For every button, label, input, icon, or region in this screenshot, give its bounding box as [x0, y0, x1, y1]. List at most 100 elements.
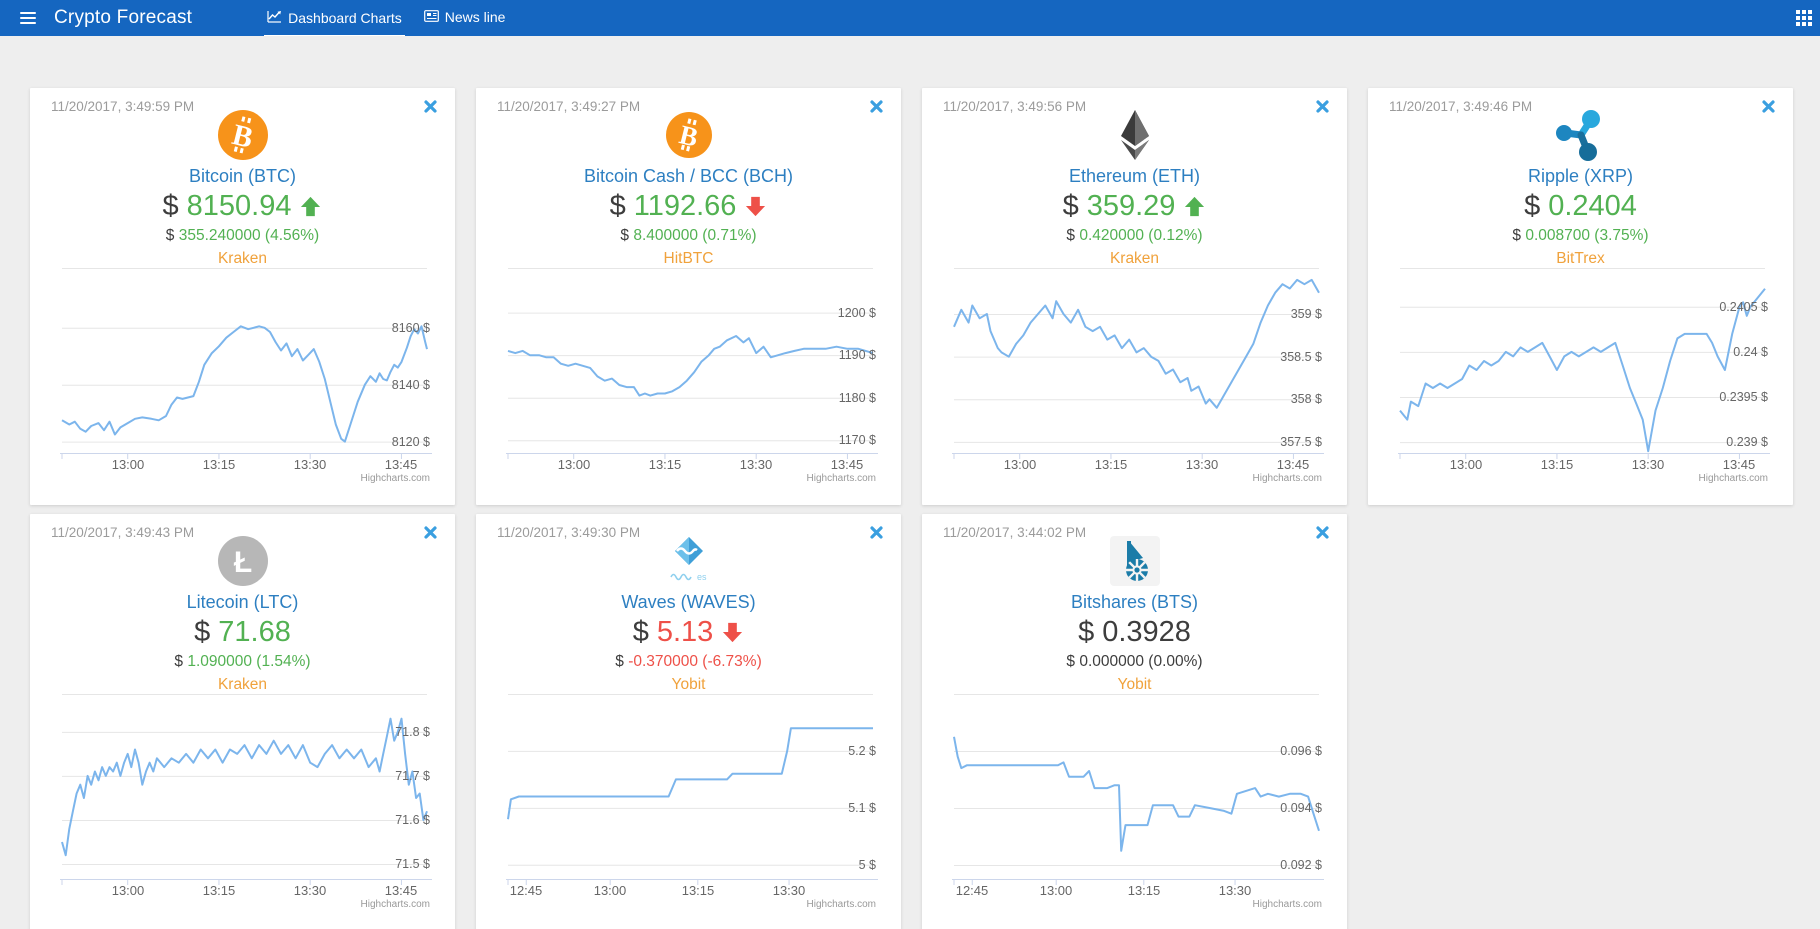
y-axis-label: 1200 $ — [837, 306, 876, 320]
close-card-button[interactable] — [423, 525, 438, 540]
ripple-icon — [1555, 109, 1607, 161]
y-axis-label: 0.2395 $ — [1719, 390, 1768, 404]
x-axis-label: 12:45 — [955, 883, 989, 898]
x-axis-label: 13:30 — [293, 883, 327, 898]
close-icon — [1316, 526, 1329, 539]
change-row: $ -0.370000 (-6.73%) — [476, 653, 901, 671]
card-btc: 11/20/2017, 3:49:59 PM B Bitcoin (BTC) $815… — [30, 88, 455, 505]
y-axis-label: 71.7 $ — [395, 769, 430, 783]
app-title: Crypto Forecast — [54, 7, 193, 28]
x-axis-label: 13:45 — [1722, 457, 1756, 472]
change-row: $ 0.008700 (3.75%) — [1368, 227, 1793, 245]
exchange-name: Yobit — [1117, 676, 1152, 693]
currency-symbol: $ — [632, 615, 649, 648]
price-row: $359.29 — [922, 189, 1347, 222]
hamburger-menu-icon[interactable] — [20, 12, 36, 24]
close-icon — [1762, 100, 1775, 113]
price-chart: 0.2405 $ 0.24 $ 0.2395 $ 0.239 $ 13:00 13:15 1… — [1398, 268, 1770, 493]
price-chart-svg — [506, 268, 878, 459]
x-axis-label: 13:15 — [681, 883, 715, 898]
x-axis-label: 13:00 — [111, 457, 145, 472]
card-timestamp: 11/20/2017, 3:44:02 PM — [943, 525, 1087, 540]
coin-name-link[interactable]: Bitcoin (BTC) — [188, 166, 296, 186]
y-axis-label: 5.1 $ — [848, 801, 876, 815]
y-axis-label: 357.5 $ — [1280, 435, 1322, 449]
price-value: 8150.94 — [186, 189, 292, 222]
highcharts-credit: Highcharts.com — [360, 899, 430, 910]
svg-text:es: es — [697, 572, 707, 582]
price-value: 0.3928 — [1102, 615, 1191, 648]
close-icon — [1316, 100, 1329, 113]
svg-text:Ł: Ł — [233, 546, 251, 579]
close-icon — [870, 100, 883, 113]
ethereum-icon — [1119, 109, 1151, 161]
bitcoin-icon: B — [217, 109, 269, 161]
y-axis-label: 0.24 $ — [1733, 345, 1768, 359]
litecoin-icon: Ł — [217, 535, 269, 587]
card-ltc: 11/20/2017, 3:49:43 PM Ł Litecoin (LTC) $71… — [30, 514, 455, 929]
y-axis-label: 1180 $ — [838, 391, 876, 405]
close-card-button[interactable] — [869, 525, 884, 540]
y-axis-label: 1170 $ — [838, 433, 876, 447]
x-axis-label: 13:45 — [384, 457, 418, 472]
bitshares-icon — [1109, 535, 1161, 587]
arrow-down-icon — [746, 196, 766, 216]
price-value: 0.2404 — [1548, 189, 1637, 222]
x-axis-label: 13:15 — [1127, 883, 1161, 898]
x-axis-label: 13:15 — [1540, 457, 1574, 472]
tab-news-line[interactable]: News line — [421, 0, 509, 36]
card-timestamp: 11/20/2017, 3:49:43 PM — [51, 525, 195, 540]
x-axis-label: 13:30 — [1218, 883, 1252, 898]
nav-tabs: Dashboard Charts News line — [264, 0, 508, 36]
newspaper-icon — [423, 9, 439, 25]
highcharts-credit: Highcharts.com — [806, 899, 876, 910]
y-axis-label: 1190 $ — [838, 348, 876, 362]
price-value: 359.29 — [1086, 189, 1176, 222]
close-card-button[interactable] — [1761, 99, 1776, 114]
change-value: 0.420000 (0.12%) — [1079, 227, 1203, 244]
x-axis-label: 13:00 — [593, 883, 627, 898]
x-axis-label: 13:00 — [1003, 457, 1037, 472]
exchange-name: Kraken — [217, 250, 268, 267]
coin-name-link[interactable]: Litecoin (LTC) — [186, 592, 299, 612]
y-axis-label: 5 $ — [858, 858, 876, 872]
coin-name-link[interactable]: Ripple (XRP) — [1527, 166, 1634, 186]
change-value: 1.090000 (1.54%) — [187, 653, 311, 670]
arrow-down-icon — [723, 622, 743, 642]
tab-dashboard-charts[interactable]: Dashboard Charts — [264, 0, 405, 36]
change-row: $ 0.420000 (0.12%) — [922, 227, 1347, 245]
close-card-button[interactable] — [1315, 525, 1330, 540]
currency-symbol: $ — [1066, 227, 1080, 244]
x-axis-label: 13:30 — [772, 883, 806, 898]
highcharts-credit: Highcharts.com — [1252, 473, 1322, 484]
change-row: $ 0.000000 (0.00%) — [922, 653, 1347, 671]
close-card-button[interactable] — [1315, 99, 1330, 114]
card-timestamp: 11/20/2017, 3:49:59 PM — [51, 99, 195, 114]
top-navbar: Crypto Forecast Dashboard Charts News li… — [0, 0, 1820, 36]
close-card-button[interactable] — [423, 99, 438, 114]
close-icon — [424, 526, 437, 539]
price-row: $0.3928 — [922, 615, 1347, 648]
y-axis-label: 0.096 $ — [1280, 744, 1322, 758]
coin-name-link[interactable]: Bitshares (BTS) — [1070, 592, 1199, 612]
y-axis-label: 358 $ — [1290, 392, 1322, 406]
card-bts: 11/20/2017, 3:44:02 PM Bitshares (BTS) $0.… — [922, 514, 1347, 929]
coin-name-link[interactable]: Waves (WAVES) — [621, 592, 756, 612]
arrow-up-icon — [1185, 196, 1205, 216]
y-axis-label: 0.2405 $ — [1719, 300, 1768, 314]
price-value: 1192.66 — [633, 189, 737, 222]
x-axis-label: 13:15 — [202, 457, 236, 472]
currency-symbol: $ — [1524, 189, 1541, 222]
exchange-name: Kraken — [217, 676, 268, 693]
y-axis-label: 358.5 $ — [1280, 350, 1322, 364]
price-chart-svg — [952, 694, 1324, 885]
waves-icon: es — [663, 535, 715, 587]
currency-symbol: $ — [609, 189, 626, 222]
coin-name-link[interactable]: Ethereum (ETH) — [1068, 166, 1201, 186]
change-row: $ 1.090000 (1.54%) — [30, 653, 455, 671]
price-row: $1192.66 — [476, 189, 901, 222]
close-card-button[interactable] — [869, 99, 884, 114]
coin-name-link[interactable]: Bitcoin Cash / BCC (BCH) — [583, 166, 794, 186]
apps-grid-icon[interactable] — [1796, 10, 1812, 26]
price-chart: 359 $ 358.5 $ 358 $ 357.5 $ 13:00 13:15 13:30 1… — [952, 268, 1324, 493]
